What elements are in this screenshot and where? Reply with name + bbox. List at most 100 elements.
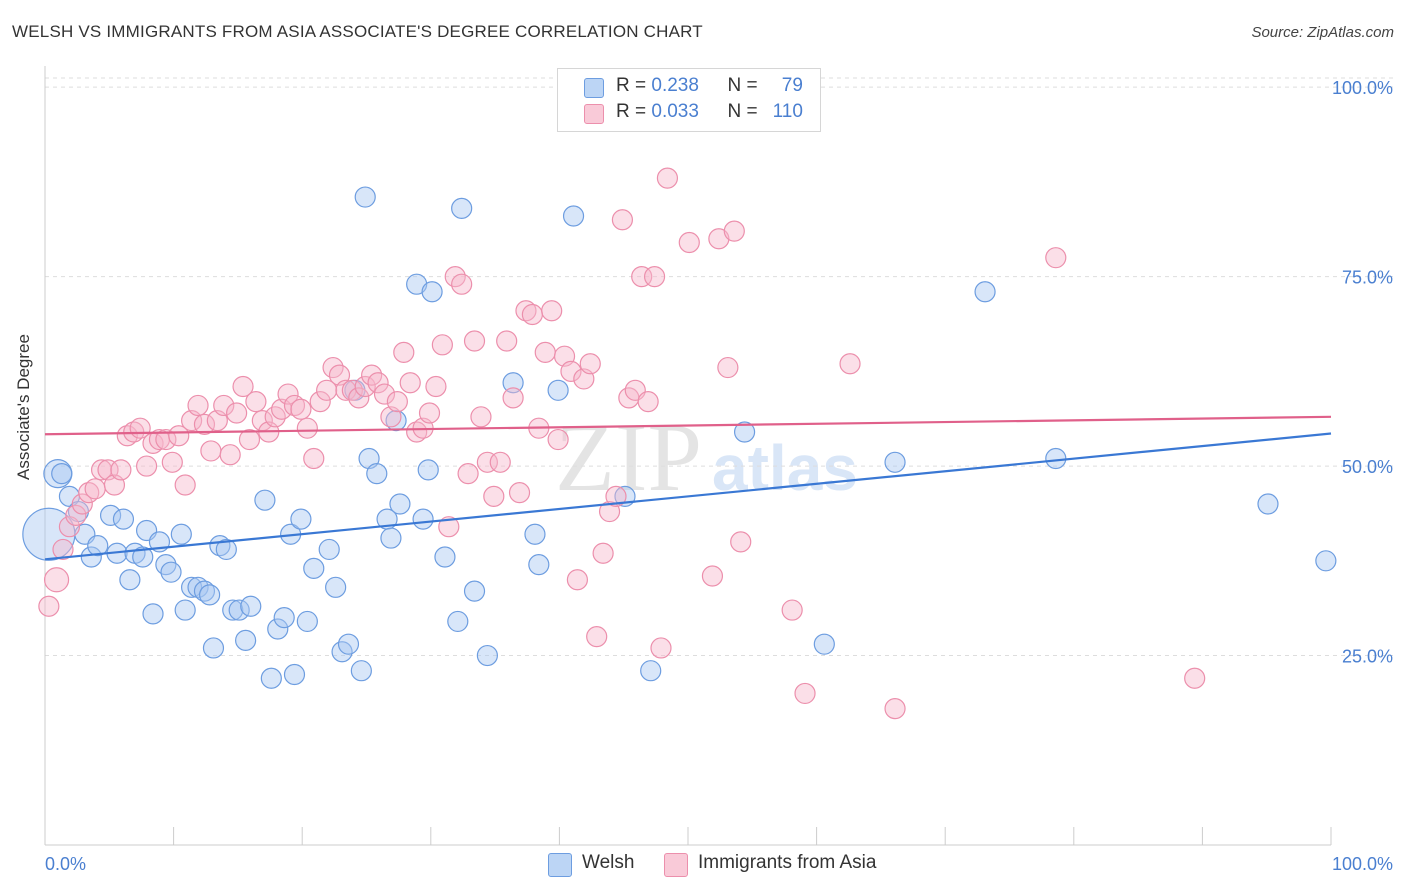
asia-n-value: 110: [772, 101, 803, 122]
welsh-point: [733, 421, 756, 443]
legend-n-label: N =: [727, 75, 758, 96]
asia-point: [303, 447, 325, 470]
asia-point: [90, 459, 113, 481]
asia-point: [418, 402, 441, 424]
welsh-point: [240, 595, 262, 617]
asia-point: [839, 353, 861, 375]
welsh-point: [318, 538, 340, 561]
legend-r-label: R =: [616, 75, 647, 96]
asia-point: [560, 360, 582, 382]
welsh-point: [187, 576, 209, 598]
asia-point: [579, 353, 601, 375]
welsh-point: [325, 576, 347, 598]
asia-point: [219, 444, 241, 466]
asia-point: [643, 266, 666, 288]
asia-trend-line: [44, 415, 1332, 436]
asia-point: [656, 167, 679, 189]
asia-point: [431, 334, 453, 356]
welsh-point: [296, 610, 318, 633]
welsh-point: [476, 644, 498, 667]
welsh-point: [273, 607, 295, 629]
welsh-point: [502, 372, 524, 394]
welsh-point: [406, 273, 428, 295]
welsh-point: [813, 633, 835, 655]
asia-point: [348, 387, 370, 409]
welsh-point: [463, 580, 486, 602]
welsh-point: [215, 538, 237, 561]
y-tick-label: 100.0%: [1332, 78, 1393, 98]
welsh-point: [202, 637, 225, 659]
welsh-point: [80, 546, 102, 568]
asia-point: [515, 300, 537, 322]
asia-point: [534, 341, 556, 364]
source-note: Source: ZipAtlas.com: [1251, 24, 1394, 41]
legend-r-label: R =: [616, 101, 647, 122]
asia-point: [155, 428, 177, 451]
welsh-point: [87, 535, 109, 557]
welsh-point: [528, 553, 550, 576]
axes: [44, 66, 1332, 846]
asia-point: [168, 425, 190, 447]
asia-point: [406, 421, 428, 443]
asia-point: [730, 531, 752, 553]
asia-point: [781, 599, 803, 621]
welsh-point: [235, 629, 257, 651]
welsh-point: [283, 663, 306, 686]
asia-point: [110, 459, 132, 481]
welsh-point: [303, 557, 325, 579]
asia-point: [135, 455, 158, 477]
welsh-point: [228, 599, 250, 621]
asia-point: [161, 451, 183, 473]
welsh-point: [524, 523, 546, 545]
welsh-point: [974, 281, 996, 303]
welsh-point: [51, 463, 73, 485]
asia-point: [373, 383, 396, 405]
welsh-trend-line: [44, 432, 1332, 561]
welsh-point: [337, 633, 360, 655]
asia-point: [708, 228, 730, 250]
asia-point: [592, 542, 614, 564]
asia-point: [296, 417, 318, 439]
welsh-point: [350, 660, 372, 682]
welsh-point: [254, 489, 276, 511]
x-tick-label-min: 0.0%: [45, 854, 86, 874]
asia-point: [232, 375, 254, 398]
asia-point: [58, 516, 81, 538]
asia-point: [631, 266, 653, 288]
tick-labels: 25.0% 50.0% 75.0% 100.0% 0.0% 100.0%: [45, 78, 1393, 874]
welsh-r-value: 0.238: [651, 75, 699, 96]
welsh-point: [640, 660, 662, 682]
welsh-point: [290, 508, 312, 530]
asia-point: [283, 394, 306, 417]
asia-point: [200, 440, 222, 462]
y-tick-label: 75.0%: [1342, 268, 1393, 288]
welsh-point: [412, 508, 434, 530]
asia-point: [43, 567, 70, 593]
watermark-atlas: atlas: [712, 432, 858, 504]
welsh-point: [366, 463, 388, 485]
welsh-point: [119, 569, 141, 591]
asia-point: [290, 398, 312, 420]
asia-point: [309, 391, 331, 413]
asia-point: [438, 516, 460, 538]
welsh-point: [417, 459, 439, 481]
welsh-point: [267, 618, 289, 640]
asia-point: [611, 209, 634, 231]
watermark-zip: ZIP: [555, 404, 702, 512]
asia-points: [38, 167, 1206, 720]
asia-point: [226, 402, 248, 424]
welsh-point: [222, 599, 244, 621]
welsh-point: [160, 561, 182, 583]
welsh-point: [174, 599, 196, 621]
asia-legend-swatch: [664, 853, 688, 877]
asia-point: [521, 303, 543, 326]
asia-point: [354, 375, 376, 398]
legend-n-label: N =: [727, 101, 758, 122]
welsh-point: [181, 576, 203, 598]
asia-point: [650, 637, 672, 659]
asia-point: [566, 569, 589, 591]
welsh-point: [1315, 550, 1337, 572]
asia-point: [245, 391, 267, 413]
y-tick-label: 50.0%: [1342, 457, 1393, 477]
